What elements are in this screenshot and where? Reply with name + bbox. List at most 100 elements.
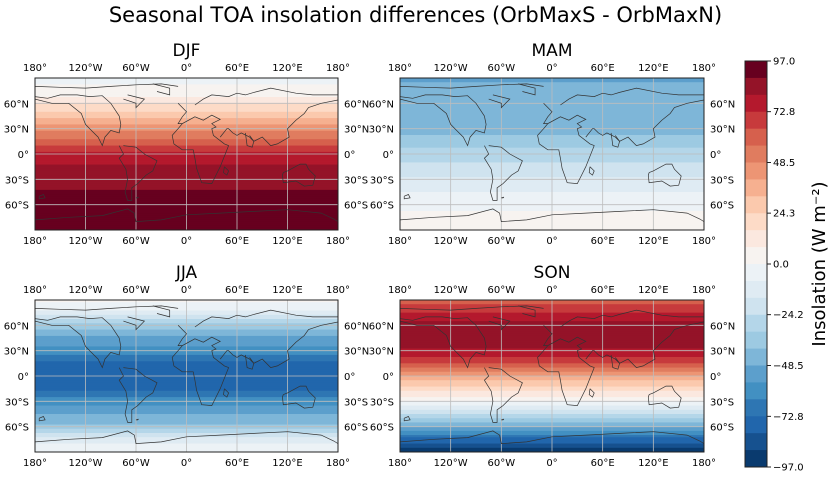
coastline	[245, 132, 255, 148]
y-tick-label-right: 30°S	[344, 397, 368, 408]
colorbar-swatch	[745, 297, 767, 316]
panel-title: JJA	[175, 263, 198, 283]
colorbar-swatch	[745, 230, 767, 248]
coastline	[400, 430, 704, 444]
colorbar-swatch	[745, 196, 767, 214]
y-tick-label-left: 0°	[383, 150, 394, 161]
colorbar-swatch	[745, 416, 767, 434]
colorbar-swatch	[745, 61, 767, 79]
x-tick-label-top: 0°	[546, 285, 557, 296]
colorbar-swatch	[745, 314, 767, 333]
y-tick-label-right: 60°S	[710, 201, 734, 212]
y-tick-label-right: 30°N	[344, 347, 369, 358]
x-tick-label-bottom: 180°	[388, 458, 412, 469]
y-tick-label-left: 60°S	[5, 201, 29, 212]
coastline	[35, 94, 122, 147]
y-tick-label-left: 30°N	[4, 347, 29, 358]
coastline	[123, 316, 146, 331]
coastline	[118, 367, 158, 423]
y-tick-label-left: 30°N	[4, 125, 29, 136]
coastline	[219, 321, 338, 368]
y-tick-label-right: 60°S	[344, 201, 368, 212]
coastline	[223, 388, 230, 398]
coastline	[38, 416, 46, 422]
coastline	[194, 87, 338, 106]
coastline	[245, 354, 255, 370]
colorbar-swatch	[745, 433, 767, 451]
x-tick-label-top: 180°	[692, 63, 716, 74]
colorbar-tick-label: −72.8	[773, 412, 804, 423]
y-tick-label-left: 0°	[383, 372, 394, 383]
coastline	[35, 316, 122, 369]
x-tick-label-bottom: 120°E	[638, 236, 668, 247]
figure-title: Seasonal TOA insolation differences (Orb…	[108, 3, 723, 27]
map-frame	[34, 299, 339, 453]
coastline	[400, 83, 544, 89]
coastline	[588, 166, 595, 176]
coastline	[647, 385, 682, 409]
colorbar-tick-label: 24.3	[773, 209, 795, 220]
colorbar-label: Insolation (W m⁻²)	[809, 181, 830, 346]
y-tick-label-left: 60°S	[370, 201, 394, 212]
x-tick-label-top: 0°	[181, 63, 192, 74]
colorbar-tick-label: 97.0	[773, 57, 795, 68]
coastline	[219, 99, 338, 146]
coastline	[537, 325, 595, 406]
colorbar-tick-label: −48.5	[773, 361, 804, 372]
x-tick-label-bottom: 120°E	[272, 458, 302, 469]
x-tick-label-top: 120°E	[638, 285, 668, 296]
x-tick-label-bottom: 0°	[546, 458, 557, 469]
coastline	[118, 145, 158, 201]
y-tick-label-left: 30°S	[5, 175, 29, 186]
coastline	[501, 418, 505, 421]
x-tick-label-bottom: 180°	[692, 458, 716, 469]
coastline	[560, 309, 704, 328]
x-tick-label-bottom: 60°E	[591, 458, 615, 469]
y-tick-label-right: 0°	[710, 372, 721, 383]
colorbar-swatch	[745, 399, 767, 417]
colorbar-tick-label: 0.0	[773, 260, 789, 271]
x-tick-label-top: 180°	[23, 63, 47, 74]
coastline	[194, 309, 338, 328]
y-tick-label-right: 0°	[710, 150, 721, 161]
y-tick-label-left: 30°N	[369, 125, 394, 136]
coastline	[35, 430, 338, 444]
x-tick-label-top: 60°E	[225, 63, 249, 74]
panel-title: MAM	[532, 41, 573, 61]
coastline	[223, 166, 230, 176]
colorbar-tick-label: 72.8	[773, 107, 795, 118]
y-tick-label-right: 60°S	[344, 423, 368, 434]
y-tick-label-left: 60°N	[4, 99, 29, 110]
x-tick-label-bottom: 0°	[181, 236, 192, 247]
panel-title: SON	[534, 263, 571, 283]
x-tick-label-top: 180°	[326, 285, 350, 296]
coastline	[560, 87, 704, 106]
colorbar-tick-label: −97.0	[773, 463, 804, 474]
coastline	[483, 367, 523, 423]
map-frame	[399, 299, 705, 453]
y-tick-label-left: 30°S	[370, 175, 394, 186]
coastline	[585, 321, 704, 368]
coastline	[647, 163, 682, 187]
coastline	[282, 163, 316, 187]
coastline	[610, 132, 620, 148]
y-tick-label-right: 60°N	[710, 321, 735, 332]
colorbar-swatch	[745, 348, 767, 366]
y-tick-label-right: 30°N	[344, 125, 369, 136]
coastline	[403, 416, 411, 422]
colorbar-swatch	[745, 264, 767, 282]
map-frame	[34, 77, 339, 231]
map-panel-mam: MAM 180° 180° 120°W 120°W 60°W 60°W 0° 0° 60°E 60°…	[369, 41, 735, 247]
x-tick-label-top: 180°	[388, 285, 412, 296]
x-tick-label-bottom: 120°W	[69, 458, 103, 469]
y-tick-label-left: 30°S	[370, 397, 394, 408]
colorbar-tick-label: 48.5	[773, 158, 795, 169]
x-tick-label-top: 60°E	[591, 285, 615, 296]
y-tick-label-right: 60°N	[344, 321, 369, 332]
x-tick-label-top: 0°	[181, 285, 192, 296]
coastline	[403, 194, 411, 200]
y-tick-label-left: 30°N	[369, 347, 394, 358]
coastline	[400, 208, 704, 222]
x-tick-label-top: 0°	[546, 63, 557, 74]
